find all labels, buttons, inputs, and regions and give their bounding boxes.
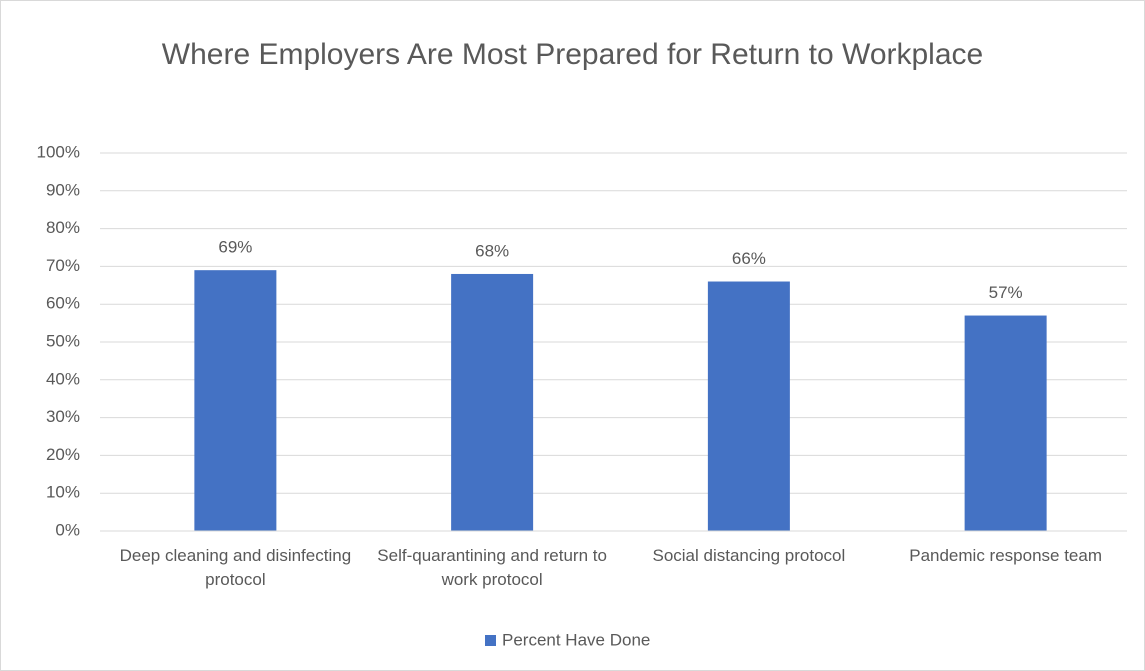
y-tick-label: 90% — [46, 180, 80, 199]
x-tick-label: Deep cleaning and disinfecting protocol — [119, 546, 352, 589]
y-tick-label: 20% — [46, 445, 80, 464]
bar — [451, 273, 534, 531]
chart-title: Where Employers Are Most Prepared for Re… — [161, 38, 984, 71]
x-tick-label: Self-quarantining and return to work pro… — [377, 546, 607, 589]
y-tick-label: 30% — [46, 407, 80, 426]
legend-label: Percent Have Done — [502, 630, 650, 649]
y-tick-label: 80% — [46, 218, 80, 237]
y-tick-label: 10% — [46, 483, 80, 502]
bar — [707, 281, 790, 531]
x-tick-label: Social distancing protocol — [652, 546, 846, 565]
legend-swatch — [485, 635, 496, 646]
y-tick-label: 100% — [37, 142, 80, 161]
data-label: 69% — [218, 238, 252, 257]
y-tick-label: 40% — [46, 369, 80, 388]
y-tick-label: 70% — [46, 256, 80, 275]
x-tick-label: Pandemic response team — [909, 546, 1103, 565]
y-tick-label: 50% — [46, 331, 80, 350]
data-label: 68% — [475, 241, 509, 260]
bar — [964, 315, 1047, 531]
y-tick-label: 60% — [46, 294, 80, 313]
data-label: 57% — [989, 283, 1023, 302]
data-label: 66% — [732, 249, 766, 268]
y-tick-label: 0% — [55, 520, 80, 539]
bar — [194, 270, 277, 531]
